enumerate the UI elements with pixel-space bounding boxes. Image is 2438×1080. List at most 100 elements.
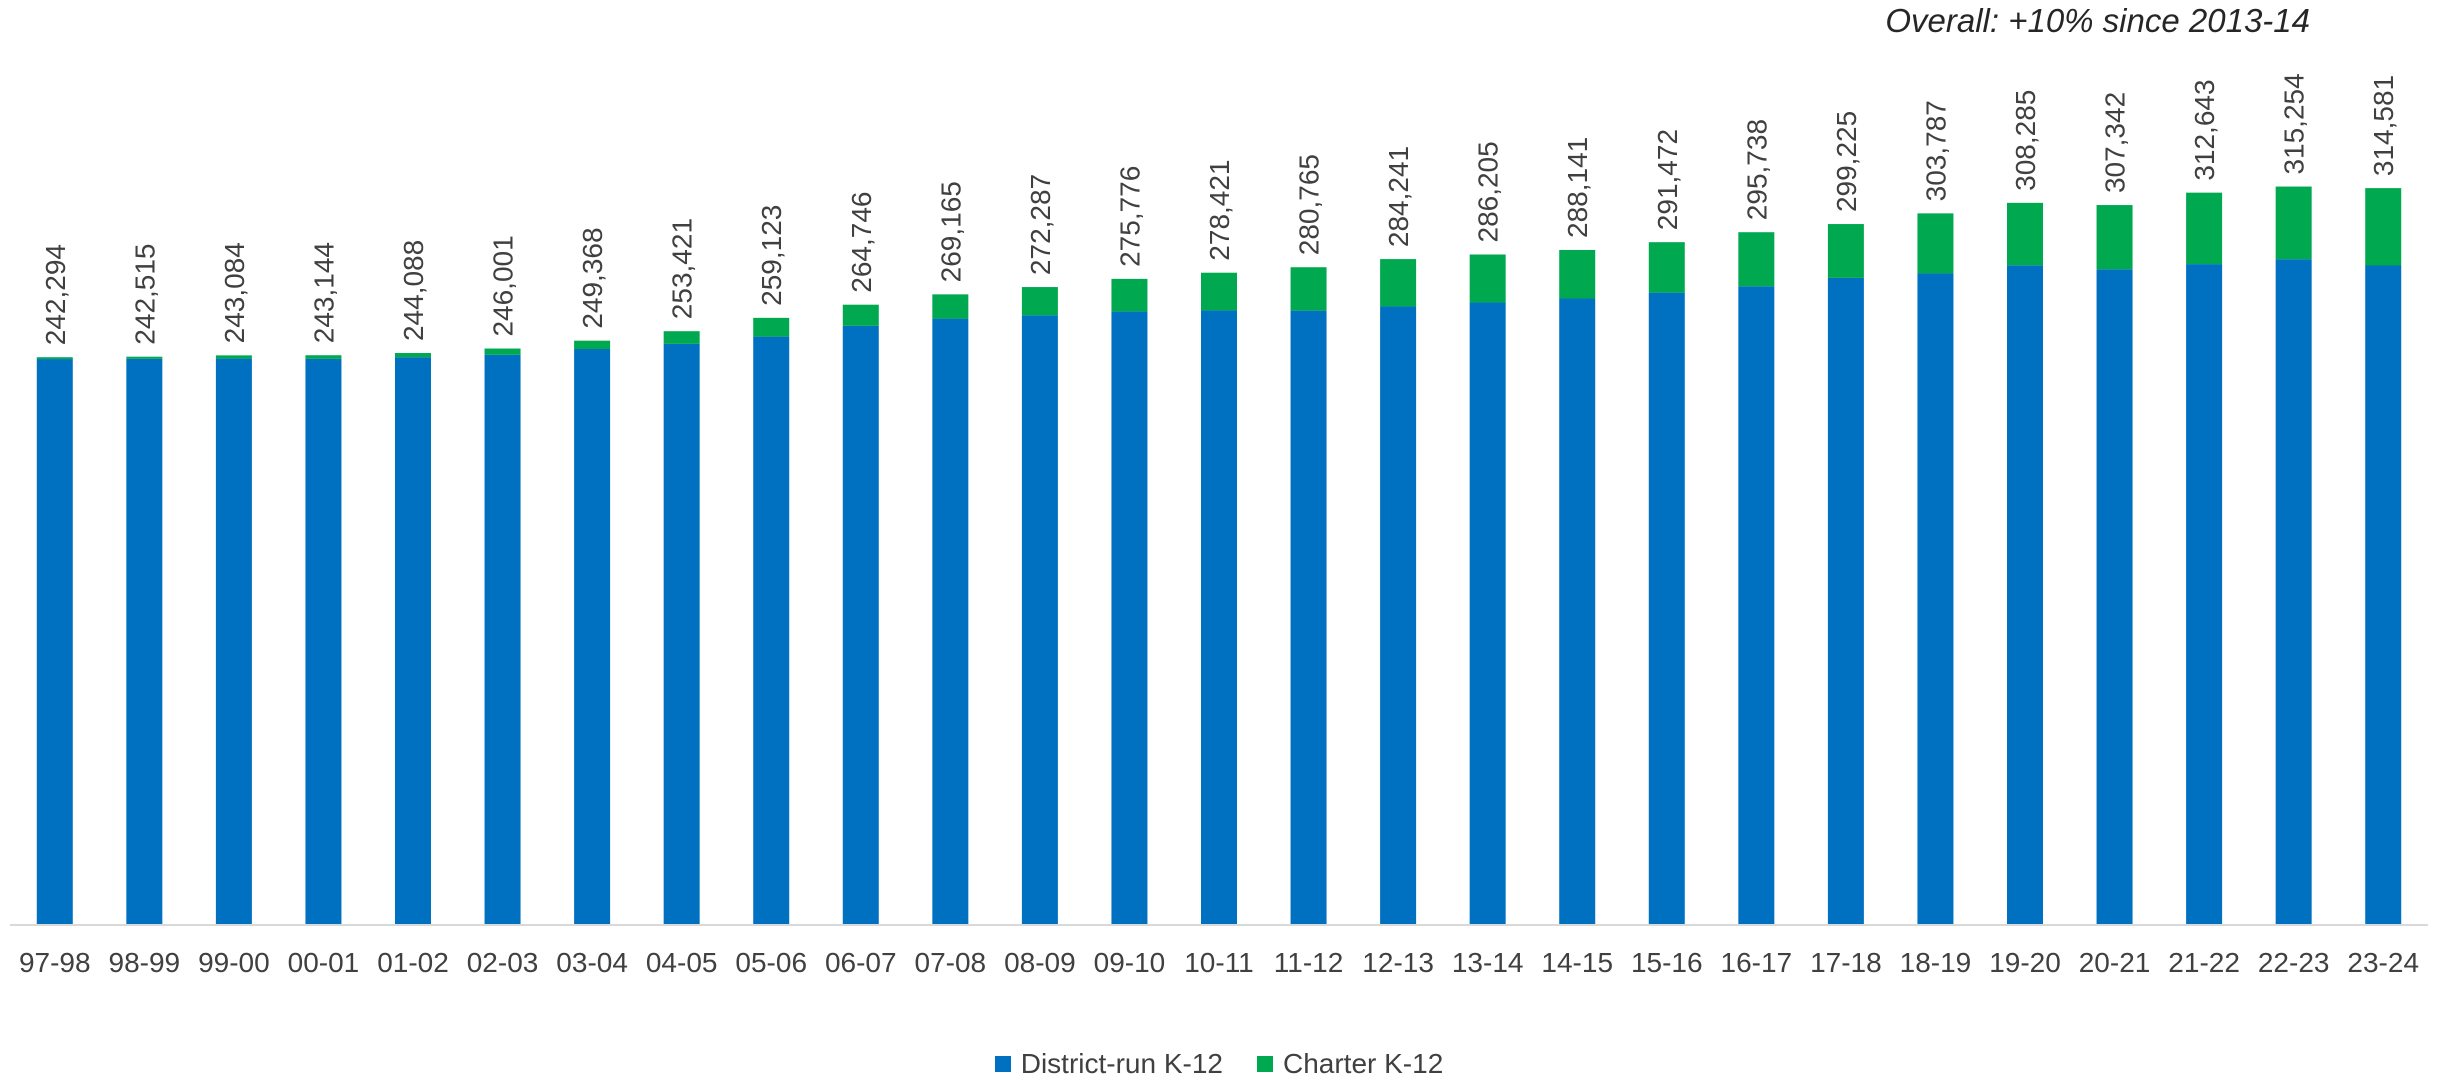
- total-labels-group: 242,294 242,515 243,084 243,144 244,088 246,0…: [40, 73, 2399, 345]
- total-data-label: 303,787: [1920, 100, 1951, 201]
- bar-district-run: [1648, 292, 1685, 924]
- bar-charter: [1559, 249, 1596, 299]
- total-data-label: 259,123: [756, 205, 787, 306]
- x-tick-label: 05-06: [735, 947, 807, 978]
- bar-district-run: [842, 325, 879, 924]
- chart-annotation: Overall: +10% since 2013-14: [1885, 2, 2310, 39]
- x-tick-label: 99-00: [198, 947, 270, 978]
- bar-charter: [753, 317, 790, 337]
- bar-district-run: [36, 359, 73, 924]
- bar-charter: [2096, 205, 2133, 270]
- x-tick-label: 03-04: [556, 947, 628, 978]
- bar-charter: [1827, 224, 1864, 278]
- bar-district-run: [2365, 265, 2402, 924]
- x-tick-label: 98-99: [109, 947, 181, 978]
- bar-charter: [215, 355, 252, 359]
- bar-district-run: [932, 318, 969, 924]
- bar-charter: [1380, 259, 1417, 307]
- x-tick-label: 21-22: [2168, 947, 2240, 978]
- x-tick-label: 09-10: [1094, 947, 1166, 978]
- bar-charter: [305, 355, 342, 359]
- bar-charter: [36, 357, 73, 360]
- x-tick-label: 19-20: [1989, 947, 2061, 978]
- x-tick-label: 16-17: [1721, 947, 1793, 978]
- x-tick-label: 10-11: [1184, 947, 1254, 978]
- x-tick-label: 20-21: [2079, 947, 2151, 978]
- x-tick-label: 14-15: [1541, 947, 1613, 978]
- x-tick-label: 97-98: [19, 947, 91, 978]
- bar-charter: [484, 348, 521, 355]
- total-data-label: 243,084: [219, 242, 250, 343]
- bar-charter: [126, 356, 163, 359]
- bar-district-run: [215, 358, 252, 924]
- bar-district-run: [574, 349, 611, 925]
- legend-label-charter: Charter K-12: [1282, 1048, 1444, 1079]
- bar-charter: [2275, 186, 2312, 260]
- bar-district-run: [1917, 273, 1954, 924]
- bar-charter: [1111, 278, 1148, 312]
- total-data-label: 272,287: [1025, 174, 1056, 275]
- bar-charter: [1469, 254, 1506, 303]
- x-tick-label: 15-16: [1631, 947, 1703, 978]
- total-data-label: 312,643: [2189, 79, 2220, 180]
- total-data-label: 244,088: [398, 240, 429, 341]
- x-tick-label: 11-12: [1274, 947, 1344, 978]
- x-tick-label: 04-05: [646, 947, 718, 978]
- bar-district-run: [753, 336, 790, 924]
- total-data-label: 280,765: [1294, 154, 1325, 255]
- legend: District-run K-12 Charter K-12: [0, 1048, 2438, 1080]
- bar-charter: [574, 340, 611, 350]
- legend-label-district: District-run K-12: [1020, 1048, 1223, 1079]
- bar-charter: [1021, 287, 1058, 316]
- total-data-label: 269,165: [935, 181, 966, 282]
- total-data-label: 291,472: [1652, 129, 1683, 230]
- x-tick-label: 02-03: [467, 947, 539, 978]
- total-data-label: 307,342: [2100, 92, 2131, 193]
- bar-district-run: [2096, 269, 2133, 924]
- total-data-label: 243,144: [308, 242, 339, 343]
- total-data-label: 308,285: [2010, 90, 2041, 191]
- bar-district-run: [395, 357, 431, 924]
- total-data-label: 242,515: [129, 243, 160, 344]
- bar-district-run: [2186, 264, 2223, 925]
- bar-district-run: [1559, 298, 1596, 925]
- total-data-label: 284,241: [1383, 146, 1414, 247]
- bar-district-run: [2007, 265, 2043, 924]
- x-tick-label: 13-14: [1452, 947, 1524, 978]
- bar-charter: [1290, 267, 1327, 311]
- bars-group: [36, 186, 2402, 925]
- bar-district-run: [484, 354, 521, 924]
- bar-charter: [2007, 202, 2043, 266]
- x-tick-label: 12-13: [1362, 947, 1434, 978]
- bar-district-run: [305, 358, 342, 925]
- bar-district-run: [1111, 311, 1148, 925]
- legend-swatch-charter: [1256, 1056, 1273, 1072]
- x-tick-label: 00-01: [288, 947, 360, 978]
- bar-district-run: [1469, 302, 1506, 924]
- bar-district-run: [1201, 310, 1237, 924]
- x-tick-label: 17-18: [1810, 947, 1882, 978]
- bar-district-run: [1380, 306, 1417, 924]
- bar-district-run: [2275, 259, 2312, 924]
- x-tick-label: 06-07: [825, 947, 897, 978]
- x-tick-label: 23-24: [2347, 947, 2419, 978]
- bar-charter: [842, 304, 879, 326]
- bar-district-run: [126, 358, 163, 925]
- legend-item-charter: Charter K-12: [1256, 1048, 1444, 1080]
- total-data-label: 253,421: [667, 218, 698, 319]
- total-data-label: 314,581: [2368, 75, 2399, 176]
- bar-district-run: [1021, 315, 1058, 925]
- bar-charter: [2186, 192, 2223, 265]
- x-tick-label: 18-19: [1900, 947, 1972, 978]
- total-data-label: 249,368: [577, 227, 608, 328]
- bar-charter: [1917, 213, 1954, 274]
- total-data-label: 264,746: [846, 191, 877, 292]
- bar-district-run: [663, 343, 700, 924]
- bar-district-run: [1290, 310, 1327, 925]
- total-data-label: 278,421: [1204, 159, 1235, 260]
- total-data-label: 286,205: [1473, 141, 1504, 242]
- bar-charter: [932, 294, 969, 319]
- x-tick-label: 08-09: [1004, 947, 1076, 978]
- total-data-label: 275,776: [1114, 166, 1145, 267]
